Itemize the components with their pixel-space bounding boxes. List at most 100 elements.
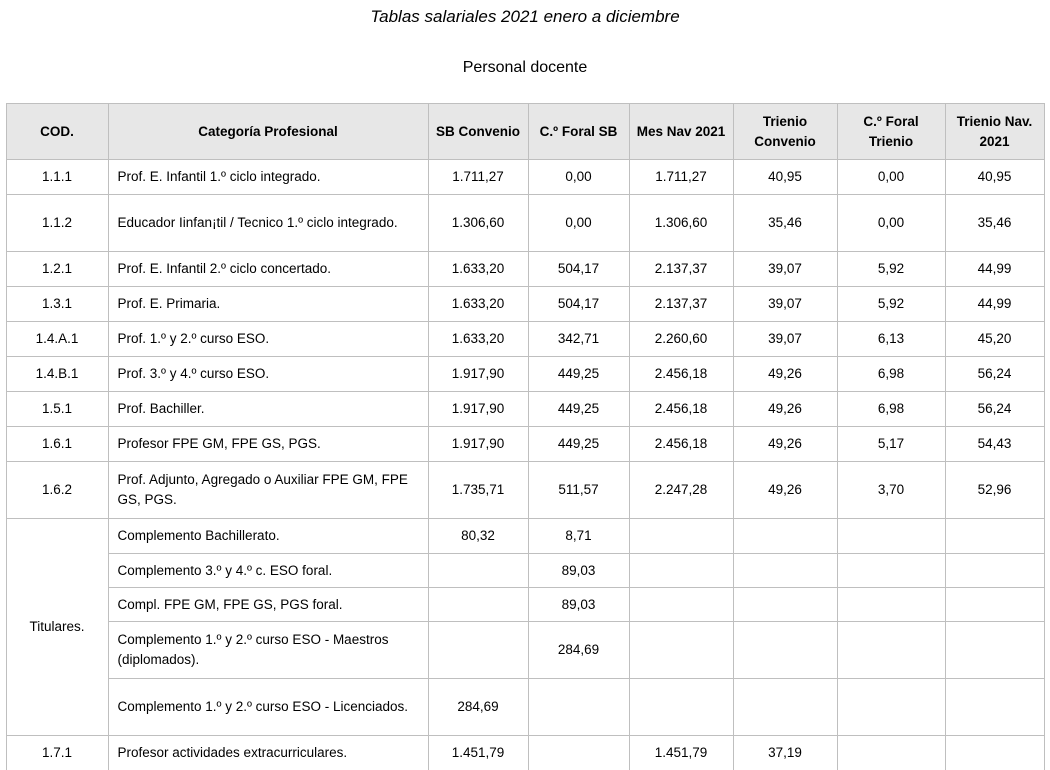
value-cell: 45,20 xyxy=(944,321,1045,357)
value-cell: 449,25 xyxy=(527,391,630,427)
value-cell xyxy=(732,621,838,679)
value-cell: 52,96 xyxy=(944,461,1045,519)
value-cell xyxy=(836,553,946,588)
value-cell xyxy=(732,518,838,554)
value-cell: 0,00 xyxy=(527,194,630,252)
categoria-cell: Prof. E. Primaria. xyxy=(107,286,429,322)
value-cell: 1.633,20 xyxy=(427,251,529,287)
value-cell: 5,17 xyxy=(836,426,946,462)
value-cell: 511,57 xyxy=(527,461,630,519)
value-cell xyxy=(944,518,1045,554)
value-cell: 1.306,60 xyxy=(628,194,734,252)
value-cell xyxy=(836,621,946,679)
value-cell xyxy=(628,587,734,622)
value-cell: 35,46 xyxy=(732,194,838,252)
categoria-cell: Profesor actividades extracurriculares. xyxy=(107,735,429,770)
section-title: Personal docente xyxy=(462,59,588,76)
value-cell: 39,07 xyxy=(732,321,838,357)
value-cell xyxy=(628,518,734,554)
value-cell: 49,26 xyxy=(732,356,838,392)
value-cell: 5,92 xyxy=(836,286,946,322)
value-cell: 0,00 xyxy=(836,194,946,252)
categoria-cell: Complemento Bachillerato. xyxy=(107,518,429,554)
value-cell xyxy=(836,587,946,622)
table-body: 1.1.1 Prof. E. Infantil 1.º ciclo integra… xyxy=(5,159,1045,770)
value-cell: 49,26 xyxy=(732,391,838,427)
value-cell: 44,99 xyxy=(944,251,1045,287)
value-cell: 504,17 xyxy=(527,286,630,322)
column-header-foral-trienio: C.º Foral Trienio xyxy=(836,103,946,160)
categoria-cell: Profesor FPE GM, FPE GS, PGS. xyxy=(107,426,429,462)
value-cell: 49,26 xyxy=(732,426,838,462)
value-cell: 2.456,18 xyxy=(628,426,734,462)
cod-cell: Titulares. xyxy=(5,518,109,736)
value-cell xyxy=(628,553,734,588)
table-row: Complemento 3.º y 4.º c. ESO foral. 89,03 xyxy=(6,553,1045,588)
value-cell xyxy=(944,678,1045,736)
value-cell: 0,00 xyxy=(527,159,630,195)
value-cell: 449,25 xyxy=(527,426,630,462)
value-cell: 49,26 xyxy=(732,461,838,519)
value-cell: 5,92 xyxy=(836,251,946,287)
value-cell: 1.451,79 xyxy=(427,735,529,770)
categoria-cell: Complemento 1.º y 2.º curso ESO - Maestr… xyxy=(107,621,429,679)
categoria-cell: Prof. Bachiller. xyxy=(107,391,429,427)
cod-cell: 1.7.1 xyxy=(5,735,109,770)
value-cell xyxy=(944,621,1045,679)
value-cell: 1.917,90 xyxy=(427,426,529,462)
value-cell xyxy=(944,735,1045,770)
value-cell: 6,98 xyxy=(836,356,946,392)
table-row: Titulares. Complemento Bachillerato. 80,32… xyxy=(5,518,1045,736)
value-cell: 1.917,90 xyxy=(427,356,529,392)
value-cell: 89,03 xyxy=(527,553,630,588)
value-cell xyxy=(944,553,1045,588)
table-row: 1.4.B.1 Prof. 3.º y 4.º curso ESO. 1.917,9… xyxy=(5,356,1045,392)
value-cell: 35,46 xyxy=(944,194,1045,252)
value-cell: 284,69 xyxy=(427,678,529,736)
cod-cell: 1.4.B.1 xyxy=(5,356,109,392)
value-cell: 2.456,18 xyxy=(628,391,734,427)
value-cell: 39,07 xyxy=(732,286,838,322)
column-header-foral-sb: C.º Foral SB xyxy=(527,103,630,160)
column-header-sb-convenio: SB Convenio xyxy=(427,103,529,160)
value-cell: 342,71 xyxy=(527,321,630,357)
table-row: 1.6.2 Prof. Adjunto, Agregado o Auxiliar … xyxy=(5,461,1045,519)
categoria-cell: Prof. E. Infantil 2.º ciclo concertado. xyxy=(107,251,429,287)
cod-cell: 1.3.1 xyxy=(5,286,109,322)
value-cell: 1.735,71 xyxy=(427,461,529,519)
value-cell xyxy=(527,678,630,736)
table-row: Complemento 1.º y 2.º curso ESO - Licenc… xyxy=(6,678,1045,736)
value-cell: 56,24 xyxy=(944,356,1045,392)
table-header: COD. Categoría Profesional SB Convenio C… xyxy=(5,103,1045,160)
column-header-trienio-nav-2021: Trienio Nav. 2021 xyxy=(944,103,1045,160)
value-cell: 1.451,79 xyxy=(628,735,734,770)
categoria-cell: Prof. 1.º y 2.º curso ESO. xyxy=(107,321,429,357)
value-cell xyxy=(836,518,946,554)
value-cell xyxy=(836,678,946,736)
value-cell xyxy=(836,735,946,770)
table-row: 1.4.A.1 Prof. 1.º y 2.º curso ESO. 1.633,2… xyxy=(5,321,1045,357)
table-row: 1.3.1 Prof. E. Primaria. 1.633,20 504,17 2.1… xyxy=(5,286,1045,322)
cod-cell: 1.1.2 xyxy=(5,194,109,252)
value-cell xyxy=(427,587,529,622)
value-cell xyxy=(427,621,529,679)
value-cell: 2.260,60 xyxy=(628,321,734,357)
value-cell xyxy=(732,553,838,588)
cod-cell: 1.4.A.1 xyxy=(5,321,109,357)
table-row: Complemento 1.º y 2.º curso ESO - Maestr… xyxy=(6,621,1045,679)
value-cell: 8,71 xyxy=(527,518,630,554)
value-cell xyxy=(944,587,1045,622)
cod-cell: 1.2.1 xyxy=(5,251,109,287)
table-row: 1.5.1 Prof. Bachiller. 1.917,90 449,25 2.456… xyxy=(5,391,1045,427)
value-cell xyxy=(628,678,734,736)
value-cell: 1.711,27 xyxy=(628,159,734,195)
table-row: Compl. FPE GM, FPE GS, PGS foral. 89,03 xyxy=(6,587,1045,622)
document-title: Tablas salariales 2021 enero a diciembre xyxy=(370,7,680,26)
value-cell xyxy=(628,621,734,679)
value-cell: 80,32 xyxy=(427,518,529,554)
value-cell: 44,99 xyxy=(944,286,1045,322)
value-cell: 1.711,27 xyxy=(427,159,529,195)
table-row: 1.2.1 Prof. E. Infantil 2.º ciclo concert… xyxy=(5,251,1045,287)
value-cell: 37,19 xyxy=(732,735,838,770)
column-header-trienio-convenio: Trienio Convenio xyxy=(732,103,838,160)
